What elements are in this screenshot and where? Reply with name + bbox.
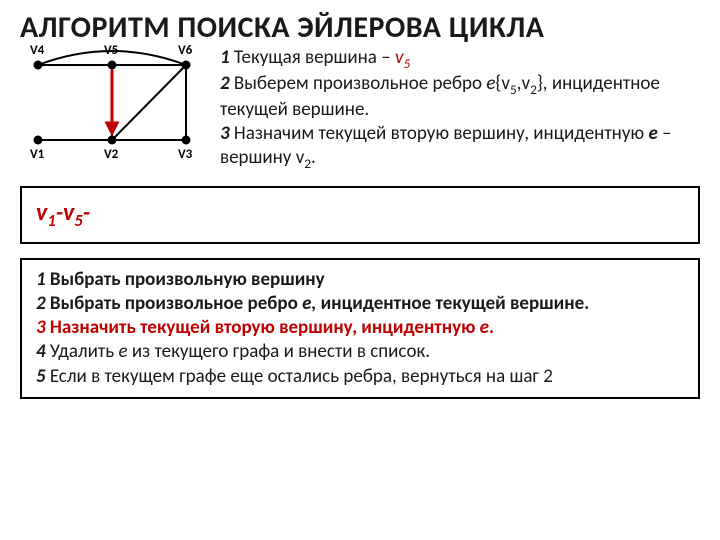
a2-tb: инцидентное текущей вершине. — [316, 292, 589, 315]
step3-num: 3 — [220, 122, 230, 145]
algo-step-5: 5 Если в текущем графе еще остались ребр… — [36, 365, 684, 389]
step1-vertex: v5 — [395, 46, 410, 69]
a4-ta: Удалить — [46, 340, 119, 363]
graph-diagram: V4 V5 V6 V1 V2 V3 — [20, 30, 206, 160]
step1-text-a: Текущая вершина – — [230, 46, 395, 69]
step3-e: e — [648, 122, 657, 145]
a2-num: 2 — [36, 292, 46, 315]
svg-text:V4: V4 — [30, 43, 45, 58]
path-v5: v — [63, 198, 74, 227]
algo-step-3: 3 Назначить текущей вторую вершину, инци… — [36, 316, 684, 340]
path-d2: - — [83, 198, 90, 227]
step-description: 1 Текущая вершина – v5 2 Выберем произво… — [220, 30, 700, 173]
algo-step-4: 4 Удалить e из текущего графа и внести в… — [36, 340, 684, 364]
a3-ta: Назначить текущей вторую вершину, инциде… — [46, 316, 480, 339]
step1-num: 1 — [220, 46, 230, 69]
a3-dot: . — [489, 316, 494, 339]
algorithm-box: 1 Выбрать произвольную вершину 2 Выбрать… — [20, 258, 700, 400]
algo-step-2: 2 Выбрать произвольное ребро e, инцидент… — [36, 292, 684, 316]
path-v1: v — [36, 198, 47, 227]
svg-text:V6: V6 — [178, 43, 193, 58]
step2-ta: Выберем произвольное ребро — [230, 72, 487, 95]
svg-text:V1: V1 — [30, 147, 45, 160]
desc-step-2: 2 Выберем произвольное ребро e{v5,v2}, и… — [220, 72, 700, 122]
top-row: V4 V5 V6 V1 V2 V3 1 Текущая вершина – v5 2 Вы… — [20, 30, 700, 173]
a5-text: Если в текущем графе еще остались ребра,… — [46, 365, 553, 388]
a4-e: e — [118, 340, 127, 363]
step2-s1: 5 — [510, 81, 517, 98]
a2-e: e, — [302, 292, 316, 315]
step2-s2: 2 — [530, 81, 537, 98]
a5-num: 5 — [36, 365, 46, 388]
a2-ta: Выбрать произвольное ребро — [46, 292, 302, 315]
algo-step-1: 1 Выбрать произвольную вершину — [36, 268, 684, 292]
step2-tc: ,v — [517, 72, 530, 95]
a1-num: 1 — [36, 268, 46, 291]
a4-num: 4 — [36, 340, 46, 363]
step1-vsub: 5 — [403, 54, 410, 71]
svg-text:V3: V3 — [178, 147, 193, 160]
step3-ta: Назначим текущей вторую вершину, инциден… — [230, 122, 649, 145]
a1-text: Выбрать произвольную вершину — [46, 268, 325, 291]
step2-num: 2 — [220, 72, 230, 95]
a3-e: e — [480, 316, 489, 339]
desc-step-3: 3 Назначим текущей вторую вершину, инцид… — [220, 122, 700, 172]
a4-tb: из текущего графа и внести в список. — [128, 340, 431, 363]
desc-step-1: 1 Текущая вершина – v5 — [220, 46, 700, 72]
graph-svg: V4 V5 V6 V1 V2 V3 — [20, 30, 206, 160]
step3-dot: . — [311, 146, 316, 169]
a3-num: 3 — [36, 316, 46, 339]
path-s1: 1 — [47, 210, 56, 231]
path-box: v1-v5- — [20, 186, 700, 243]
svg-text:V2: V2 — [104, 147, 119, 160]
step2-tb: {v — [495, 72, 510, 95]
svg-text:V5: V5 — [104, 43, 118, 58]
path-d1: - — [56, 198, 63, 227]
path-s5: 5 — [74, 210, 83, 231]
